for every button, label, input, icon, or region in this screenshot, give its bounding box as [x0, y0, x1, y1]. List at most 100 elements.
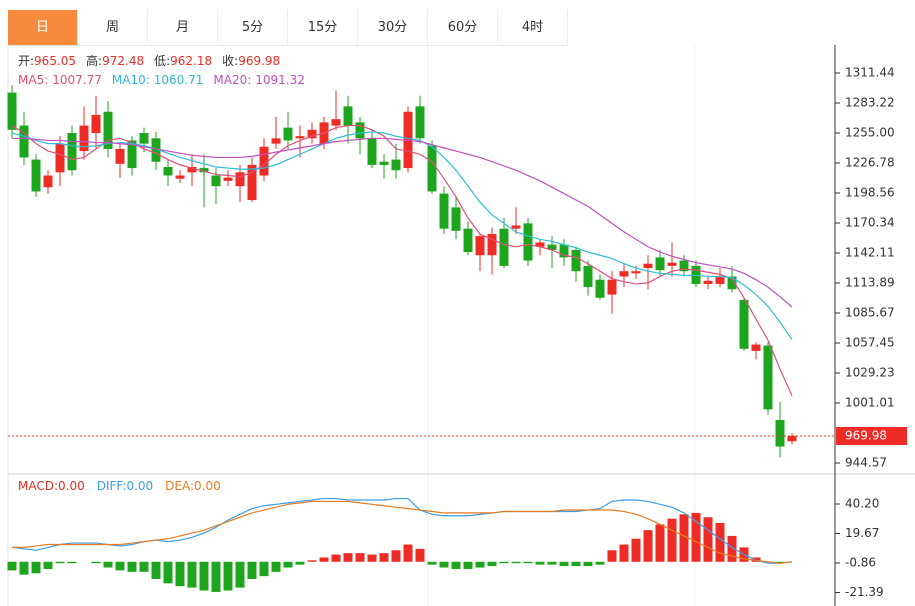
period-tab[interactable]: 4时: [498, 10, 568, 45]
candle-body: [475, 236, 485, 256]
macd-bar: [619, 544, 629, 562]
candle-body: [91, 114, 101, 133]
macd-bar: [247, 561, 257, 580]
candle-body: [331, 119, 341, 126]
candle-body: [223, 177, 233, 181]
macd-bar: [487, 561, 497, 567]
macd-bar: [631, 538, 641, 562]
macd-bar: [43, 561, 53, 569]
y-tick-label: 1001.01: [845, 395, 895, 409]
period-tab[interactable]: 15分: [288, 10, 358, 45]
macd-bar: [19, 561, 29, 575]
y-tick-label: 40.20: [845, 496, 879, 510]
candle-body: [463, 228, 473, 253]
candle-body: [163, 167, 173, 176]
candle-body: [355, 122, 365, 139]
info-value: 972.48: [102, 54, 144, 68]
candle-body: [259, 146, 269, 176]
macd-bar: [295, 561, 305, 565]
macd-bar: [379, 553, 389, 562]
candle-body: [391, 159, 401, 171]
macd-bar: [559, 561, 569, 567]
legend-value: 0.00: [126, 479, 153, 493]
candle-body: [787, 435, 797, 442]
period-tab[interactable]: 60分: [428, 10, 498, 45]
macd-line: [12, 500, 793, 564]
y-tick-label: 944.57: [845, 455, 887, 469]
macd-bar: [283, 561, 293, 568]
legend-name: MA5:: [18, 73, 48, 87]
macd-bar: [91, 561, 101, 564]
macd-bar: [127, 561, 137, 572]
macd-bar: [211, 561, 221, 592]
candle-body: [547, 244, 557, 250]
y-tick-label: 1311.44: [845, 66, 895, 80]
legend-name: MACD:: [18, 479, 58, 493]
y-tick-label: 1057.45: [845, 336, 895, 350]
macd-bar: [703, 517, 713, 562]
period-tab[interactable]: 周: [78, 10, 148, 45]
macd-bar: [463, 561, 473, 569]
ma-line: [11, 124, 793, 397]
last-price-label: 969.98: [845, 428, 887, 442]
info-value: 962.18: [170, 54, 212, 68]
candle-body: [343, 106, 353, 126]
candle-body: [619, 271, 629, 277]
candle-body: [775, 420, 785, 447]
macd-bar: [163, 561, 173, 584]
period-tab[interactable]: 日: [8, 10, 78, 45]
y-tick-label: 1226.78: [845, 155, 895, 169]
legend-name: MA20:: [213, 73, 251, 87]
macd-bar: [139, 561, 149, 572]
candle-body: [247, 164, 257, 200]
ma-line: [11, 131, 793, 340]
macd-bar: [751, 557, 761, 562]
macd-bar: [343, 553, 353, 562]
macd-bar: [259, 561, 269, 577]
macd-bar: [655, 524, 665, 562]
ma-line: [12, 137, 793, 308]
legend-value: 1091.32: [255, 73, 305, 87]
y-tick-label: 1283.22: [845, 95, 895, 109]
period-tab[interactable]: 30分: [358, 10, 428, 45]
last-price-box: [836, 426, 907, 445]
candle-body: [595, 279, 605, 298]
candle-body: [667, 262, 677, 266]
y-tick-label: 1142.11: [845, 246, 895, 260]
candle-body: [727, 276, 737, 290]
ohlc-info: 开:965.05 高:972.48 低:962.18 收:969.98: [18, 53, 280, 68]
legend-name: DEA:: [165, 479, 194, 493]
info-label: 高:: [86, 53, 102, 68]
candle-body: [427, 145, 437, 192]
candle-body: [607, 279, 617, 295]
macd-bar: [319, 557, 329, 562]
candle-body: [295, 136, 305, 139]
y-tick-label: 19.67: [845, 526, 879, 540]
candle-body: [535, 242, 545, 247]
macd-bar: [715, 522, 725, 562]
macd-bar: [451, 561, 461, 569]
candle-body: [283, 127, 293, 141]
macd-bar: [331, 554, 341, 562]
candle-body: [439, 193, 449, 229]
macd-bar: [391, 550, 401, 562]
candle-body: [175, 175, 185, 179]
candle-body: [7, 92, 17, 130]
candle-body: [151, 138, 161, 162]
candle-body: [763, 345, 773, 410]
candle-body: [127, 140, 137, 169]
candle-body: [703, 280, 713, 284]
candle-body: [655, 257, 665, 271]
legend-name: DIFF:: [97, 479, 127, 493]
period-tab[interactable]: 月: [148, 10, 218, 45]
candle-body: [139, 132, 149, 144]
period-tab[interactable]: 5分: [218, 10, 288, 45]
macd-bar: [439, 561, 449, 568]
info-label: 低:: [154, 54, 170, 68]
legend-name: MA10:: [112, 73, 150, 87]
macd-legend: MACD:0.00 DIFF:0.00 DEA:0.00: [18, 479, 221, 493]
candle-body: [679, 260, 689, 272]
ma-legend: MA5: 1007.77 MA10: 1060.71 MA20: 1091.32: [18, 73, 305, 87]
candle-body: [739, 299, 749, 349]
